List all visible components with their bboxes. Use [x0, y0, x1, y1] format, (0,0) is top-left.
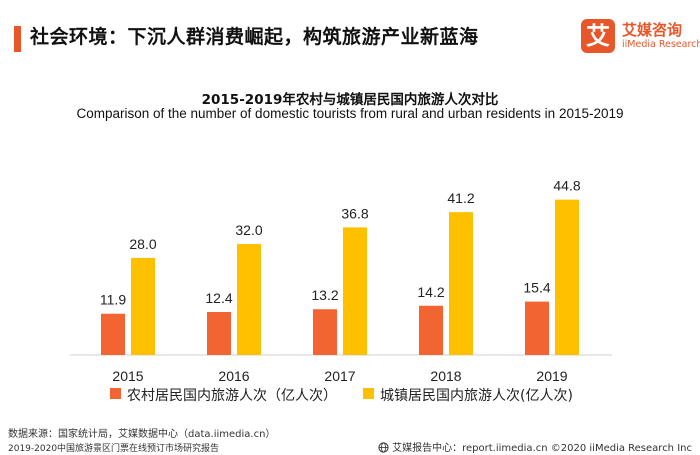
- x-tick-label-2015: 2015: [112, 368, 143, 384]
- data-label-urban-2015: 28.0: [129, 236, 156, 252]
- data-label-urban-2016: 32.0: [235, 222, 262, 238]
- footer-source: 数据来源：国家统计局，艾媒数据中心（data.iimedia.cn）: [8, 429, 276, 440]
- data-label-urban-2017: 36.8: [341, 205, 368, 221]
- legend-label-urban: 城镇居民国内旅游人次(亿人次): [380, 388, 573, 404]
- footer-note: 2019-2020中国旅游景区门票在线预订市场研究报告: [8, 444, 220, 454]
- logo-mark: 艾: [581, 19, 615, 53]
- x-tick-label-2017: 2017: [324, 368, 355, 384]
- bar-rural-2015: [101, 313, 125, 355]
- footer-copyright: 艾媒报告中心：report.iimedia.cn ©2020 iiMedia R…: [378, 439, 692, 454]
- data-label-rural-2018: 14.2: [417, 284, 444, 300]
- logo-name-en: iiMedia Research: [622, 39, 700, 50]
- x-tick-label-2018: 2018: [430, 368, 461, 384]
- data-label-rural-2015: 11.9: [100, 292, 126, 308]
- data-label-urban-2019: 44.8: [553, 178, 580, 194]
- data-label-urban-2018: 41.2: [447, 190, 474, 206]
- x-tick-label-2019: 2019: [536, 368, 567, 384]
- logo-name-cn: 艾媒咨询: [622, 21, 683, 39]
- bar-rural-2018: [419, 305, 443, 355]
- bar-urban-2017: [343, 227, 367, 355]
- legend-label-rural: 农村居民国内旅游人次（亿人次）: [127, 388, 337, 404]
- legend-swatch-urban: [363, 388, 374, 399]
- bar-urban-2019: [555, 199, 579, 355]
- bar-rural-2019: [525, 301, 549, 355]
- chart-title: 2015-2019年农村与城镇居民国内旅游人次对比: [201, 92, 499, 108]
- chart-subtitle: Comparison of the number of domestic tou…: [76, 106, 624, 121]
- legend-swatch-rural: [110, 388, 121, 399]
- footer-right-text: 艾媒报告中心：report.iimedia.cn ©2020 iiMedia R…: [392, 443, 692, 454]
- bar-rural-2017: [313, 309, 337, 355]
- x-tick-label-2016: 2016: [218, 368, 249, 384]
- bar-rural-2016: [207, 312, 231, 355]
- bar-urban-2015: [131, 257, 155, 355]
- globe-icon: [378, 442, 389, 453]
- data-label-rural-2016: 12.4: [205, 290, 232, 306]
- data-label-rural-2017: 13.2: [311, 287, 338, 303]
- bar-urban-2016: [237, 244, 261, 355]
- data-label-rural-2019: 15.4: [523, 280, 550, 296]
- page-title: 社会环境：下沉人群消费崛起，构筑旅游产业新蓝海: [30, 26, 479, 48]
- bar-urban-2018: [449, 212, 473, 355]
- title-accent-bar: [14, 26, 21, 52]
